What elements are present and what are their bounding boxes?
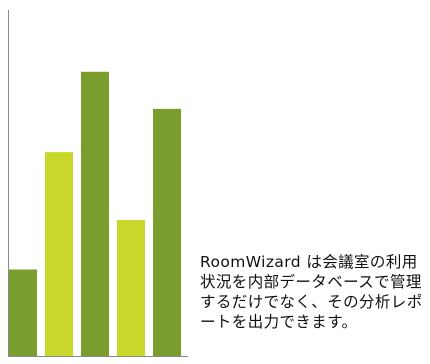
bar-2 — [45, 152, 73, 356]
bar-5 — [153, 108, 181, 356]
chart-caption: RoomWizard は会議室の利用状況を内部データベースで管理するだけでなく、… — [200, 253, 423, 331]
bar-1 — [9, 269, 37, 356]
bar-3 — [81, 71, 109, 357]
bar-group — [9, 71, 181, 357]
bar-4 — [117, 220, 145, 356]
